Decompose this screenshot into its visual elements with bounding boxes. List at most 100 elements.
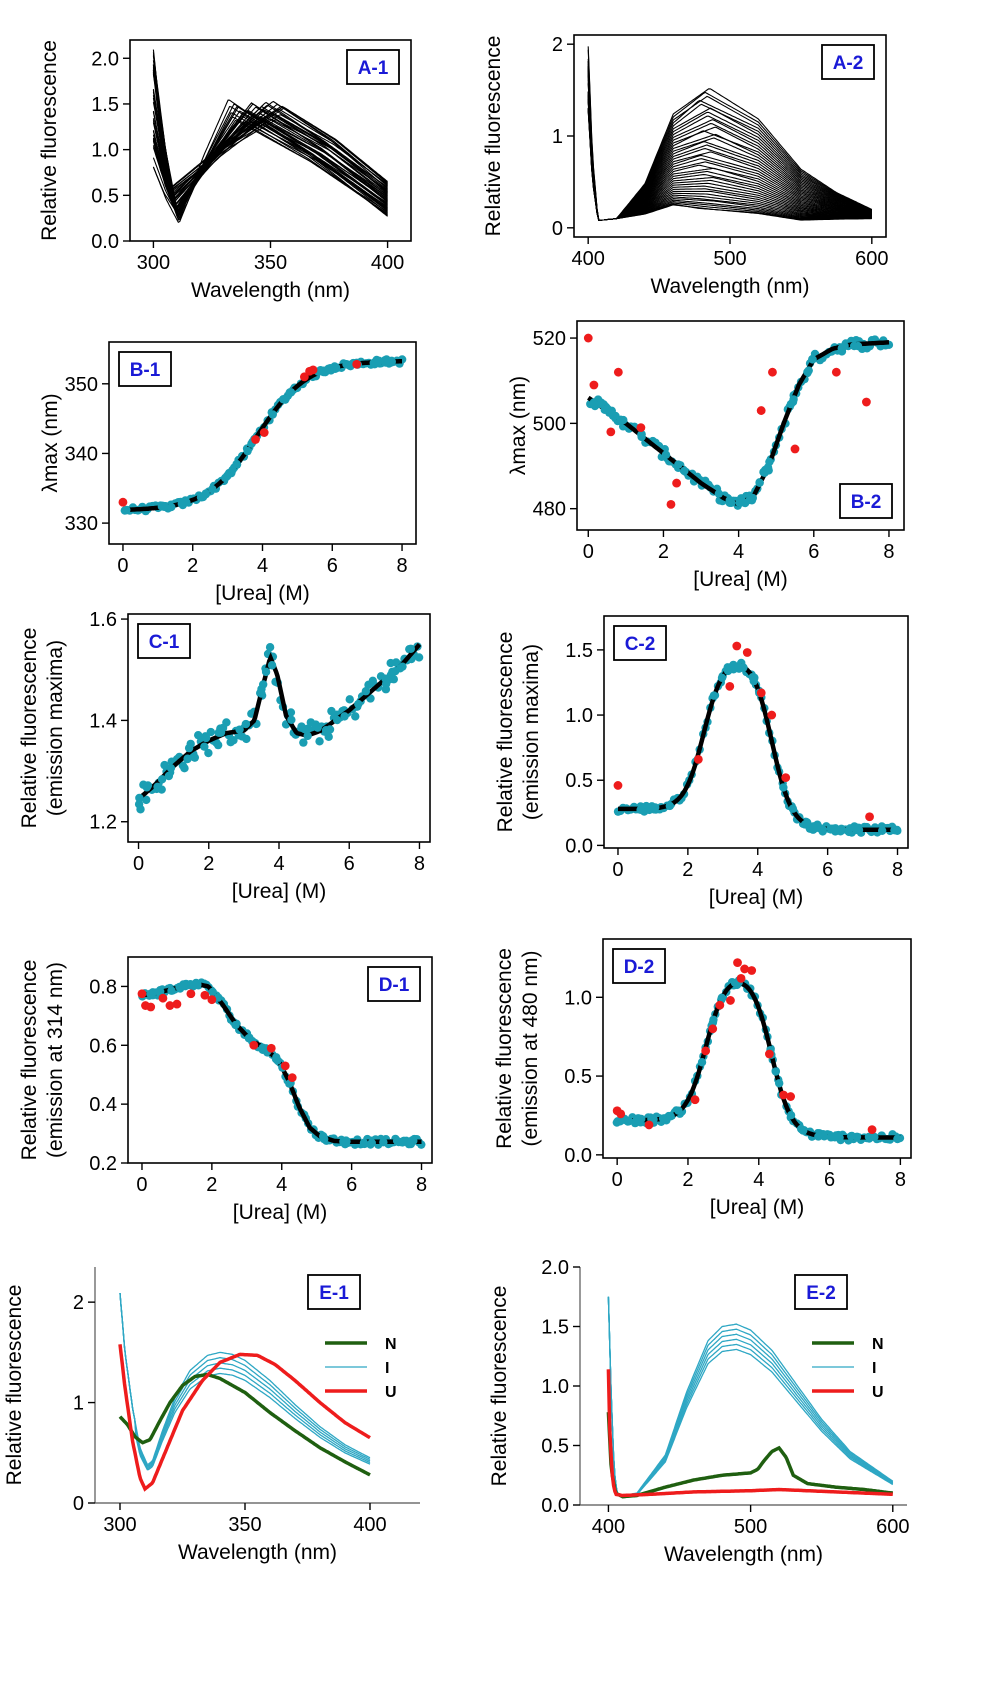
- data-point: [183, 754, 192, 763]
- x-tick-label: 8: [883, 541, 894, 563]
- data-point: [261, 667, 271, 677]
- data-point: [760, 468, 769, 477]
- plot-frame: [603, 615, 909, 849]
- data-point: [709, 691, 719, 700]
- data-point: [756, 406, 766, 415]
- legend-label-u: U: [385, 1384, 397, 1401]
- y-tick-label: 0.0: [565, 835, 593, 857]
- data-point: [319, 1132, 328, 1141]
- plot-area: [606, 1296, 894, 1499]
- y-axis-label-2: (emission maxima): [44, 640, 67, 816]
- data-point: [779, 783, 788, 792]
- data-point: [715, 1000, 725, 1010]
- x-tick-label: 0: [612, 859, 623, 881]
- legend-label-n: N: [872, 1336, 884, 1353]
- data-point: [165, 1001, 175, 1010]
- data-point: [764, 1049, 774, 1059]
- data-point: [157, 775, 167, 784]
- spectrum-line: [587, 66, 873, 222]
- data-point: [779, 1090, 788, 1100]
- y-tick-label: 1.4: [89, 710, 117, 732]
- panel-label: E-2: [806, 1283, 836, 1304]
- data-point: [398, 1138, 407, 1147]
- data-point: [208, 987, 217, 997]
- panel-e-2: 400 500 600 0.0 0.5 1.0 1.5 2.0 Wavelength (nm) R…: [488, 1257, 909, 1566]
- data-point: [287, 1073, 297, 1083]
- data-point: [200, 990, 210, 1000]
- data-point: [727, 498, 736, 507]
- panel-label-box: [137, 623, 191, 659]
- y-tick-label: 1.2: [89, 812, 117, 834]
- x-tick-label: 400: [592, 1516, 625, 1538]
- x-tick-label: 2: [682, 1169, 693, 1191]
- data-point: [690, 1095, 700, 1105]
- data-point: [771, 1067, 781, 1076]
- y-tick-label: 350: [65, 374, 98, 396]
- panel-label-box: [367, 966, 421, 1002]
- y-axis-label: Relative fluorescence: [488, 1286, 511, 1487]
- panel-label: A-2: [833, 53, 864, 74]
- data-point: [802, 819, 812, 829]
- y-tick-label: 0.0: [91, 231, 119, 253]
- series-line-i: [607, 1296, 894, 1497]
- series-line-i: [119, 1293, 371, 1471]
- x-tick-label: 0: [583, 541, 594, 563]
- panel-label-box: [307, 1274, 361, 1310]
- data-point: [167, 986, 176, 995]
- y-tick-label: 2.0: [91, 48, 119, 70]
- data-point: [674, 460, 683, 469]
- plot-frame: [576, 320, 905, 531]
- data-point: [272, 1053, 281, 1062]
- data-point: [767, 710, 777, 720]
- data-point: [340, 712, 349, 721]
- y-tick-label: 0.5: [541, 1436, 569, 1458]
- series-line-i: [607, 1296, 894, 1498]
- data-point: [204, 748, 213, 758]
- series-line-i: [119, 1293, 371, 1466]
- x-tick-label: 500: [734, 1516, 767, 1538]
- panel-label-box: [839, 483, 893, 519]
- data-point: [286, 708, 296, 717]
- data-point: [196, 493, 206, 502]
- x-tick-label: 4: [276, 1174, 287, 1196]
- panel-label-box: [794, 1274, 848, 1310]
- data-point: [644, 803, 654, 813]
- series-line-i: [607, 1296, 894, 1497]
- data-point: [781, 773, 791, 783]
- y-tick-label: 340: [65, 443, 98, 465]
- data-point: [325, 725, 335, 734]
- data-point: [135, 793, 144, 803]
- x-tick-label: 400: [571, 248, 604, 270]
- x-tick-label: 4: [753, 1169, 764, 1191]
- data-point: [406, 1138, 415, 1148]
- data-point: [146, 989, 155, 999]
- data-point: [788, 804, 798, 813]
- x-axis-label: [Urea] (M): [215, 582, 310, 605]
- data-point: [717, 993, 726, 1003]
- y-tick-label: 500: [533, 413, 566, 435]
- data-point: [154, 987, 164, 996]
- data-point: [303, 731, 312, 741]
- data-point: [768, 367, 777, 377]
- x-tick-label: 4: [733, 541, 744, 563]
- data-point: [351, 712, 360, 721]
- data-point: [153, 782, 162, 792]
- x-tick-label: 4: [752, 859, 763, 881]
- data-point: [164, 771, 174, 781]
- data-point: [606, 427, 616, 437]
- plot-frame: [127, 956, 433, 1164]
- data-point: [814, 1132, 823, 1141]
- data-point: [299, 372, 309, 382]
- panel-a-2: 400 500 600 0 1 2 Wavelength (nm) Relative fluo…: [482, 34, 889, 298]
- data-point: [379, 1138, 388, 1147]
- y-axis-label-2: (emission maxima): [520, 644, 543, 820]
- spectrum-line: [152, 101, 388, 201]
- plot-area: [583, 333, 894, 510]
- y-tick-label: 520: [533, 328, 566, 350]
- y-axis-label: Relative fluorescence: [3, 1285, 26, 1486]
- panel-label: C-2: [625, 634, 656, 655]
- data-point: [201, 733, 211, 743]
- data-point: [184, 743, 194, 753]
- series-line-i: [607, 1296, 894, 1498]
